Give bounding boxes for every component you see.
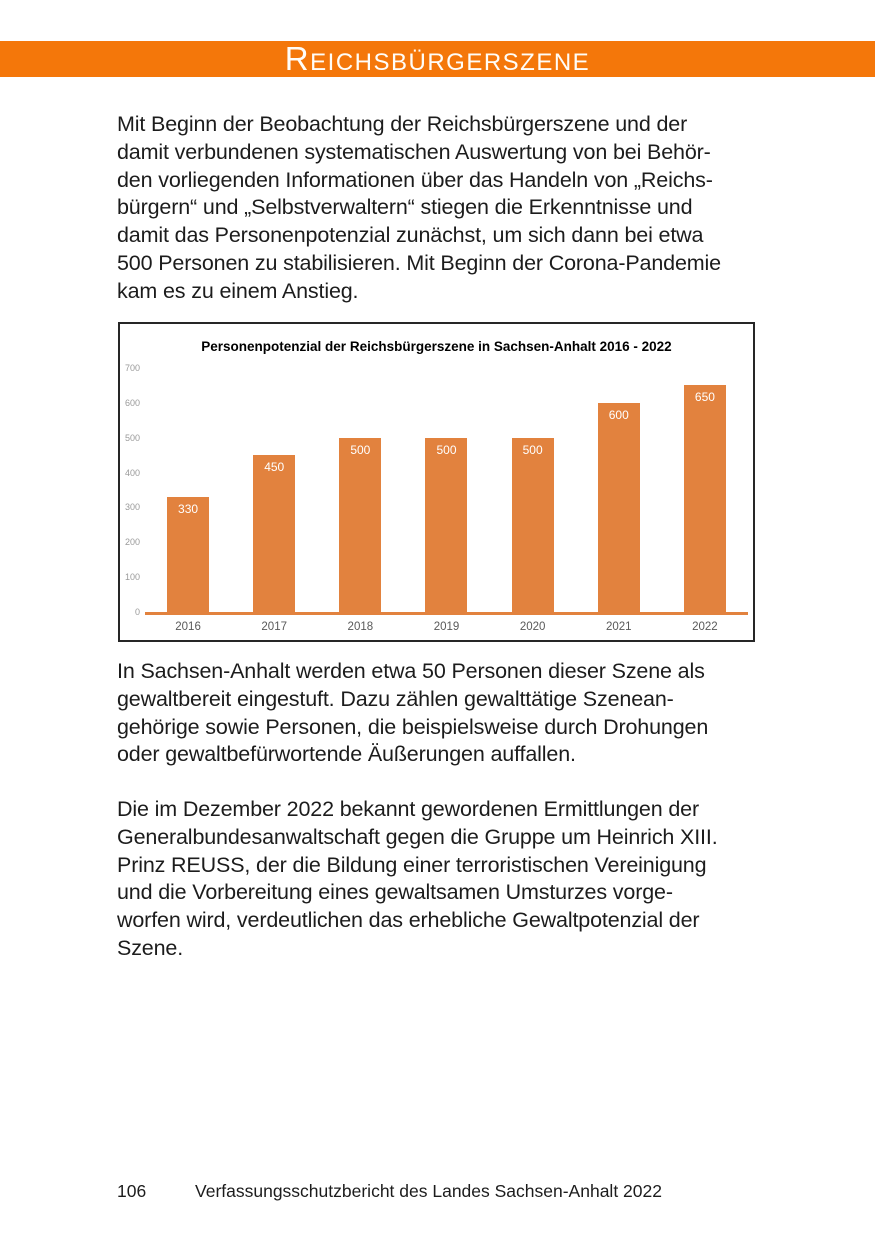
x-tick-label: 2016 xyxy=(175,621,201,633)
x-tick-label: 2021 xyxy=(605,621,632,633)
bar-2021: 600 xyxy=(597,402,640,612)
x-tick-label: 2019 xyxy=(433,621,460,633)
bar-value-label: 450 xyxy=(264,460,285,475)
bar-value-label: 650 xyxy=(694,390,715,405)
bar-slot: 650 xyxy=(662,368,748,612)
chart-title: Personenpotenzial der Reichsbürgerszene … xyxy=(201,339,672,354)
x-axis-line xyxy=(145,612,748,615)
bar-value-label: 600 xyxy=(608,407,629,422)
bar-slot: 500 xyxy=(403,368,489,612)
paragraph-reuss-investigation: Die im Dezember 2022 bekannt gewordenen … xyxy=(117,797,718,960)
y-tick-label: 200 xyxy=(124,537,140,548)
section-header-banner: REICHSBÜRGERSZENE xyxy=(0,41,875,77)
y-tick-label: 400 xyxy=(124,467,140,478)
bar-2019: 500 xyxy=(425,437,468,612)
bar-slot: 450 xyxy=(231,368,317,612)
y-tick-label: 100 xyxy=(124,572,140,583)
y-tick-label: 500 xyxy=(124,432,140,443)
bar-value-label: 500 xyxy=(522,442,543,457)
bar-slot: 500 xyxy=(317,368,403,612)
x-tick-label: 2022 xyxy=(692,621,718,633)
bar-2022: 650 xyxy=(683,385,726,612)
paragraph-violence-assessment: In Sachsen-Anhalt werden etwa 50 Persone… xyxy=(117,659,709,767)
bar-slot: 600 xyxy=(576,368,662,612)
x-axis-labels: 2016 2017 2018 2019 2020 2021 2022 xyxy=(145,621,748,633)
section-title-rest: EICHSBÜRGERSZENE xyxy=(310,49,591,76)
page-number: 106 xyxy=(117,1181,147,1201)
y-tick-label: 0 xyxy=(134,607,140,617)
chart-plot: 330 450 500 500 500 600 650 xyxy=(145,368,748,612)
bar-value-label: 500 xyxy=(436,442,457,457)
y-axis-labels: 0 100 200 300 400 500 600 700 xyxy=(122,363,140,617)
bar-2020: 500 xyxy=(511,437,554,612)
bar-value-label: 330 xyxy=(178,501,199,516)
x-tick-label: 2017 xyxy=(261,621,287,633)
x-tick-label: 2020 xyxy=(519,621,546,633)
bar-chart: Personenpotenzial der Reichsbürgerszene … xyxy=(118,322,755,642)
paragraph-intro: Mit Beginn der Beobachtung der Reichsbür… xyxy=(117,112,721,303)
bar-2017: 450 xyxy=(253,455,296,612)
bar-2016: 330 xyxy=(167,496,210,612)
y-tick-label: 300 xyxy=(124,502,140,513)
y-tick-label: 600 xyxy=(124,397,140,408)
x-tick-label: 2018 xyxy=(347,621,374,633)
bar-value-label: 500 xyxy=(350,442,371,457)
section-title-initial: R xyxy=(284,40,311,77)
bar-slot: 330 xyxy=(145,368,231,612)
bar-slot: 500 xyxy=(490,368,576,612)
y-tick-label: 700 xyxy=(124,363,140,373)
page-footer: 106 Verfassungsschutzbericht des Landes S… xyxy=(117,1179,662,1203)
footer-report-title: Verfassungsschutzbericht des Landes Sach… xyxy=(195,1181,662,1201)
bar-2018: 500 xyxy=(339,437,382,612)
